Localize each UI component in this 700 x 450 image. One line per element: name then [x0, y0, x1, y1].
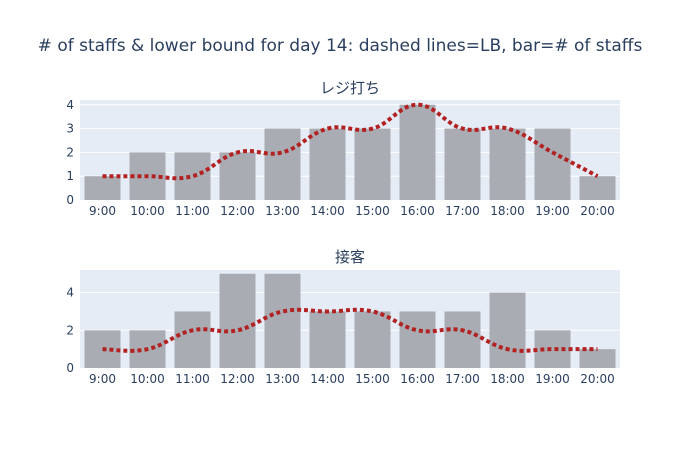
subplot-title-register: レジ打ち	[320, 79, 380, 97]
x-tick-label: 16:00	[400, 372, 435, 386]
lower-bound-line	[102, 102, 599, 181]
x-tick-label: 19:00	[535, 204, 570, 218]
bar	[174, 152, 211, 200]
x-tick-label: 18:00	[490, 372, 525, 386]
x-tick-label: 14:00	[310, 372, 345, 386]
x-tick-label: 14:00	[310, 204, 345, 218]
x-tick-label: 16:00	[400, 204, 435, 218]
bar	[489, 128, 526, 200]
x-tick-label: 13:00	[265, 204, 300, 218]
bar	[534, 128, 571, 200]
y-tick-label: 4	[66, 98, 74, 112]
subplot-title-customer-service: 接客	[335, 248, 365, 266]
x-tick-label: 15:00	[355, 204, 390, 218]
plot-area	[80, 100, 620, 200]
x-tick-label: 13:00	[265, 372, 300, 386]
bar	[219, 152, 256, 200]
x-tick-label: 17:00	[445, 372, 480, 386]
x-tick-label: 10:00	[130, 372, 165, 386]
bar	[264, 273, 301, 368]
bar	[444, 311, 481, 368]
lower-bound-line	[102, 307, 598, 353]
x-tick-label: 20:00	[580, 204, 615, 218]
x-tick-label: 10:00	[130, 204, 165, 218]
bar	[444, 128, 481, 200]
bar	[219, 273, 256, 368]
bar	[579, 349, 616, 368]
x-tick-label: 9:00	[89, 204, 116, 218]
y-tick-label: 0	[66, 193, 74, 207]
subplot-register: 0 1 2 3 4 9:00 10:00 11:00 12:00 13:00 14:00 15:00 1…	[66, 79, 620, 218]
bar	[354, 311, 391, 368]
x-tick-label: 17:00	[445, 204, 480, 218]
x-tick-label: 9:00	[89, 372, 116, 386]
bar	[399, 311, 436, 368]
bar	[84, 176, 121, 200]
x-tick-label: 20:00	[580, 372, 615, 386]
x-tick-label: 12:00	[220, 372, 255, 386]
y-tick-label: 2	[66, 145, 74, 159]
bar	[354, 128, 391, 200]
x-tick-label: 12:00	[220, 204, 255, 218]
y-tick-label: 2	[66, 323, 74, 337]
x-tick-label: 11:00	[175, 204, 210, 218]
y-tick-label: 3	[66, 122, 74, 136]
bar	[579, 176, 616, 200]
bar	[399, 104, 436, 200]
x-tick-label: 18:00	[490, 204, 525, 218]
x-tick-label: 19:00	[535, 372, 570, 386]
bar	[174, 311, 211, 368]
y-tick-label: 4	[66, 286, 74, 300]
chart-title: # of staffs & lower bound for day 14: da…	[38, 36, 643, 56]
bar	[264, 128, 301, 200]
bar	[309, 311, 346, 368]
x-tick-label: 15:00	[355, 372, 390, 386]
y-tick-label: 0	[66, 361, 74, 375]
bar	[489, 292, 526, 368]
x-tick-label: 11:00	[175, 372, 210, 386]
bar	[309, 128, 346, 200]
y-tick-label: 1	[66, 169, 74, 183]
subplot-customer-service: 0 2 4 9:00 10:00 11:00 12:00 13:00 14:00 15:00 16:…	[66, 248, 620, 386]
